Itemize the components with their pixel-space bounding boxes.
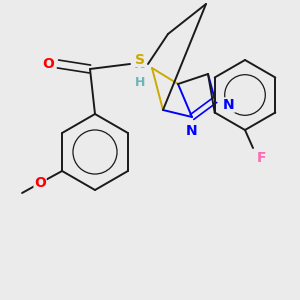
Text: O: O [34,176,46,190]
Text: N: N [186,124,198,138]
Text: O: O [42,57,54,71]
Text: N: N [134,57,146,71]
Text: H: H [135,76,145,88]
Text: F: F [256,151,266,165]
Text: N: N [223,98,235,112]
Text: S: S [135,53,145,67]
